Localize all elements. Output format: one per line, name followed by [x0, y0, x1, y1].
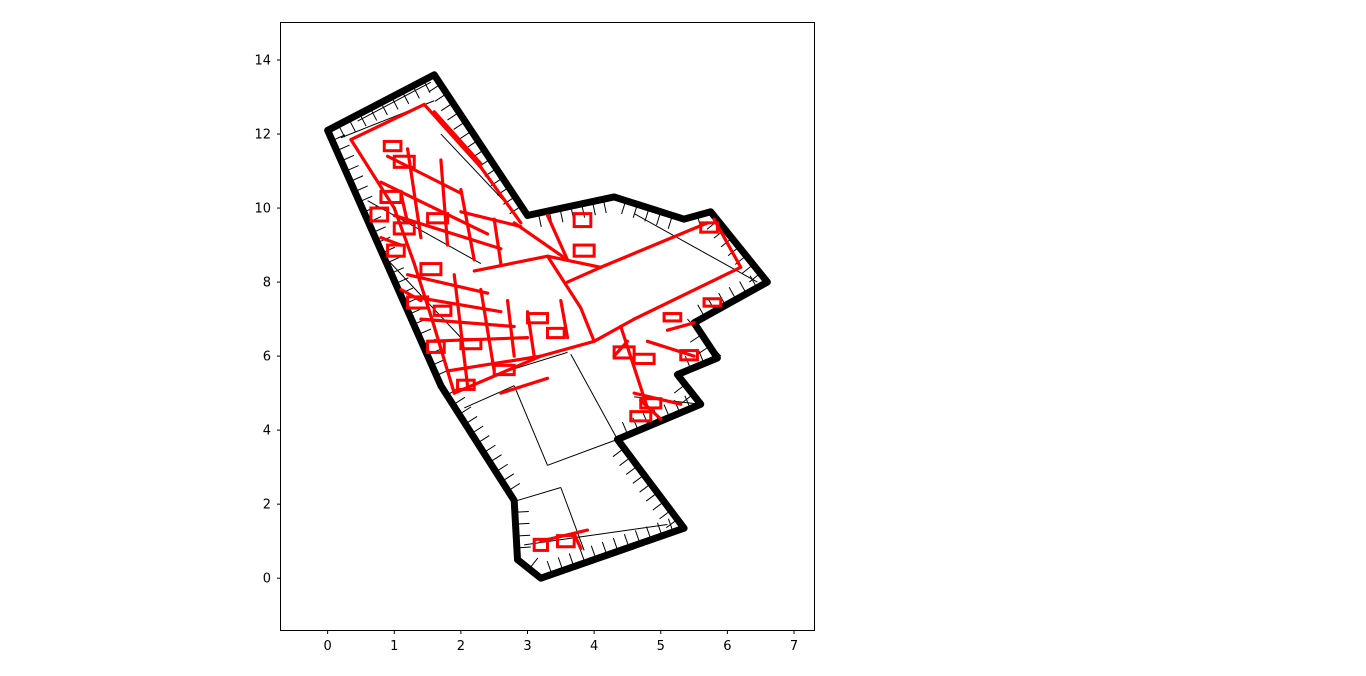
- road-segment: [545, 254, 583, 310]
- road-segment: [579, 306, 596, 343]
- x-tick-label: 0: [323, 639, 331, 654]
- road-block: [426, 339, 446, 354]
- road-segment: [665, 321, 696, 332]
- road-segment: [565, 265, 603, 284]
- road-segment: [545, 213, 570, 262]
- y-tick-label: 0: [263, 572, 271, 587]
- road-segment: [432, 110, 483, 166]
- parcel-line: [513, 385, 548, 466]
- road-segment: [459, 187, 476, 262]
- road-segment: [499, 376, 550, 395]
- road-segment: [559, 298, 570, 340]
- road-block: [699, 221, 719, 234]
- road-block: [382, 139, 403, 153]
- road-block: [406, 295, 430, 310]
- plot-frame: [280, 22, 815, 631]
- road-block: [662, 312, 683, 323]
- road-segment: [349, 137, 396, 210]
- road-block: [702, 297, 723, 308]
- road-block: [572, 243, 596, 258]
- road-segment: [505, 298, 516, 358]
- road-segment: [612, 339, 630, 358]
- y-tick-label: 2: [263, 498, 271, 513]
- parcel-line: [547, 438, 618, 466]
- y-tick-label: 4: [263, 424, 271, 439]
- road-block: [426, 212, 450, 225]
- road-segment: [452, 273, 470, 388]
- road-segment: [592, 317, 636, 343]
- road-block: [419, 262, 443, 277]
- parcel-line: [560, 487, 585, 551]
- road-block: [459, 337, 483, 351]
- road-block: [432, 304, 453, 317]
- road-block: [456, 378, 476, 391]
- road-segment: [599, 221, 710, 269]
- road-block: [612, 345, 636, 360]
- y-tick-label: 14: [254, 54, 271, 69]
- x-tick-label: 4: [590, 639, 598, 654]
- road-segment: [439, 158, 450, 247]
- road-block: [679, 349, 699, 362]
- road-segment: [492, 217, 503, 266]
- plot-layer: [324, 71, 771, 582]
- road-segment: [479, 287, 496, 373]
- road-block: [629, 410, 653, 423]
- y-tick-label: 12: [254, 128, 271, 143]
- road-segment: [479, 165, 523, 225]
- road-segment: [472, 254, 550, 273]
- parcel-line: [517, 487, 561, 501]
- road-segment: [405, 147, 423, 240]
- road-block: [555, 534, 576, 549]
- road-block: [379, 189, 403, 205]
- road-block: [392, 221, 416, 236]
- road-segment: [632, 265, 743, 321]
- road-segment: [349, 102, 426, 142]
- road-segment: [405, 273, 490, 295]
- road-segment: [432, 324, 456, 395]
- road-segment: [419, 317, 516, 329]
- road-block: [392, 154, 416, 169]
- road-block: [386, 243, 406, 258]
- road-segment: [399, 287, 423, 303]
- x-tick-label: 3: [523, 639, 531, 654]
- y-tick-label: 6: [263, 350, 271, 365]
- y-tick-label: 10: [254, 202, 271, 217]
- road-segment: [459, 210, 523, 229]
- road-segment: [512, 221, 570, 262]
- road-block: [546, 326, 566, 340]
- parcel-line: [464, 385, 515, 409]
- road-block: [532, 537, 549, 552]
- boundary-polygon: [324, 71, 771, 582]
- y-tick-label: 8: [263, 276, 271, 291]
- x-tick-label: 5: [657, 639, 665, 654]
- x-tick-label: 1: [390, 639, 398, 654]
- road-block: [632, 352, 656, 366]
- x-tick-label: 2: [457, 639, 465, 654]
- road-block: [572, 212, 593, 229]
- x-tick-label: 6: [723, 639, 731, 654]
- road-segment: [645, 339, 696, 358]
- road-segment: [639, 398, 663, 421]
- road-block: [492, 363, 516, 377]
- road-segment: [545, 254, 603, 269]
- road-segment: [539, 339, 596, 358]
- parcel-line: [570, 354, 618, 440]
- road-segment: [412, 261, 436, 329]
- road-block: [526, 312, 550, 325]
- road-block: [639, 397, 663, 410]
- x-tick-label: 7: [790, 639, 798, 654]
- parcel-line: [507, 351, 568, 372]
- road-segment: [422, 102, 483, 169]
- road-segment: [386, 154, 463, 195]
- road-block: [369, 206, 390, 223]
